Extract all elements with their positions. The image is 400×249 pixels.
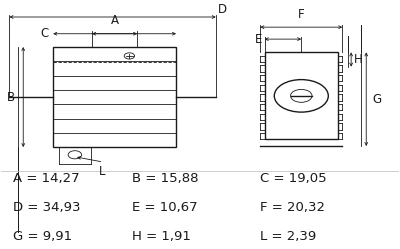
Bar <box>53 47 176 147</box>
Circle shape <box>274 80 328 112</box>
Bar <box>264 52 338 139</box>
Circle shape <box>124 53 134 59</box>
Text: G = 9,91: G = 9,91 <box>13 230 72 243</box>
Text: L = 2,39: L = 2,39 <box>260 230 316 243</box>
Text: D = 34,93: D = 34,93 <box>13 201 81 214</box>
Text: F = 20,32: F = 20,32 <box>260 201 324 214</box>
Text: A = 14,27: A = 14,27 <box>13 173 80 186</box>
Text: H: H <box>354 53 363 66</box>
Text: B = 15,88: B = 15,88 <box>132 173 199 186</box>
Text: A: A <box>110 14 118 27</box>
Text: L: L <box>99 165 105 178</box>
Circle shape <box>68 151 82 159</box>
Text: E = 10,67: E = 10,67 <box>132 201 198 214</box>
Circle shape <box>290 89 312 102</box>
Text: H = 1,91: H = 1,91 <box>132 230 191 243</box>
Text: E: E <box>255 33 262 46</box>
Text: C: C <box>41 27 49 40</box>
Text: C = 19,05: C = 19,05 <box>260 173 326 186</box>
Text: D: D <box>218 3 227 16</box>
Text: G: G <box>372 93 381 106</box>
Text: F: F <box>298 8 305 21</box>
Text: B: B <box>7 91 15 104</box>
